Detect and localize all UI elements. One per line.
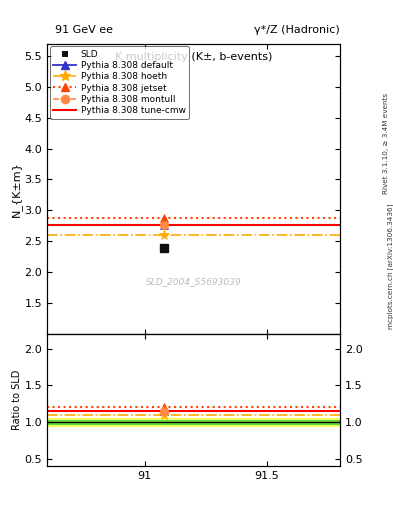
Text: 91 GeV ee: 91 GeV ee — [55, 25, 113, 35]
Y-axis label: N_{K±m}: N_{K±m} — [11, 161, 22, 217]
Text: Rivet 3.1.10, ≥ 3.4M events: Rivet 3.1.10, ≥ 3.4M events — [383, 93, 389, 194]
Text: K multiplicity (K±, b-events): K multiplicity (K±, b-events) — [115, 52, 272, 62]
Bar — [47, 420, 340, 424]
Text: γ*/Z (Hadronic): γ*/Z (Hadronic) — [254, 25, 340, 35]
Legend: SLD, Pythia 8.308 default, Pythia 8.308 hoeth, Pythia 8.308 jetset, Pythia 8.308: SLD, Pythia 8.308 default, Pythia 8.308 … — [50, 46, 189, 119]
Text: mcplots.cern.ch [arXiv:1306.3436]: mcplots.cern.ch [arXiv:1306.3436] — [387, 204, 393, 329]
Text: SLD_2004_S5693039: SLD_2004_S5693039 — [146, 277, 241, 286]
Y-axis label: Ratio to SLD: Ratio to SLD — [12, 370, 22, 430]
Bar — [47, 417, 340, 426]
